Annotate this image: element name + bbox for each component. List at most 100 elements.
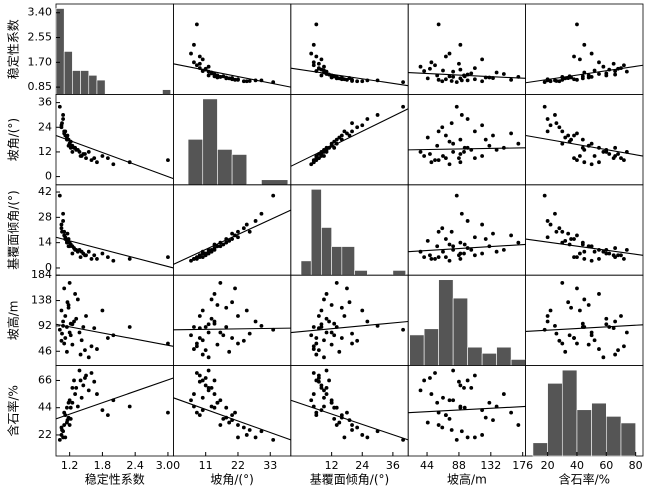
scatter-point xyxy=(465,117,470,121)
scatter-point xyxy=(487,143,492,148)
scatter-point xyxy=(194,22,199,27)
scatter-point xyxy=(311,392,316,396)
scatter-point xyxy=(435,244,440,249)
y-tick-label: 12 xyxy=(38,145,52,158)
scatter-point xyxy=(63,314,68,318)
scatter-point xyxy=(311,42,316,47)
scatter-point xyxy=(462,251,466,256)
scatter-point xyxy=(60,121,64,126)
scatter-point xyxy=(78,255,83,260)
scatter-point xyxy=(575,158,579,163)
scatter-point xyxy=(611,253,616,258)
scatter-point xyxy=(401,327,405,332)
histogram-bar xyxy=(341,246,355,276)
fit-line xyxy=(408,147,526,151)
scatter-point xyxy=(447,258,452,263)
scatter-point xyxy=(440,79,445,84)
scatter-point xyxy=(253,219,258,223)
scatter-point xyxy=(244,433,249,437)
scatter-point xyxy=(459,113,464,117)
scatter-point xyxy=(347,300,352,305)
scatter-point xyxy=(433,63,437,68)
scatter-point xyxy=(469,247,474,252)
scatter-point xyxy=(422,69,427,73)
scatter-point xyxy=(236,229,240,234)
scatter-point xyxy=(454,193,459,198)
scatter-point xyxy=(429,392,434,396)
scatter-point xyxy=(548,308,553,313)
scatter-point xyxy=(575,255,579,260)
scatter-point xyxy=(622,257,626,261)
scatter-point xyxy=(194,410,199,415)
scatter-point xyxy=(197,314,202,318)
scatter-point xyxy=(314,22,319,27)
scatter-point xyxy=(516,240,521,245)
x-tick-label: 36 xyxy=(386,459,400,472)
scatter-point xyxy=(92,156,97,160)
scatter-point xyxy=(309,51,314,56)
scatter-point xyxy=(66,305,71,310)
scatter-point xyxy=(197,373,202,378)
scatter-point xyxy=(443,133,448,138)
scatter-point xyxy=(324,385,329,390)
histogram-bar xyxy=(496,346,512,366)
panel-frame xyxy=(55,94,174,186)
scatter-point xyxy=(572,237,576,241)
scatter-point xyxy=(465,78,470,83)
scatter-point xyxy=(339,336,344,340)
scatter-point xyxy=(70,251,75,256)
scatter-point xyxy=(59,125,64,130)
histogram-bar xyxy=(561,369,578,457)
scatter-point xyxy=(619,156,623,160)
scatter-point xyxy=(86,249,91,254)
scatter-point xyxy=(589,258,594,263)
scatter-point xyxy=(480,123,485,128)
scatter-point xyxy=(73,392,78,396)
scatter-point xyxy=(78,352,83,357)
fit-line xyxy=(525,324,644,332)
scatter-point xyxy=(236,77,240,82)
scatter-point xyxy=(332,333,337,338)
scatter-point xyxy=(67,141,72,146)
y-axis-title: 含石率/% xyxy=(6,385,21,436)
scatter-point xyxy=(68,405,73,410)
scatter-point xyxy=(589,141,594,146)
x-tick-label: 12 xyxy=(325,459,339,472)
scatter-point xyxy=(218,398,223,403)
scatter-point xyxy=(236,435,240,440)
scatter-point xyxy=(334,423,339,427)
scatter-point xyxy=(194,344,199,349)
scatter-point xyxy=(451,398,456,403)
scatter-point xyxy=(441,395,445,400)
x-axis-title: 基覆面倾角/(°) xyxy=(310,473,389,487)
scatter-point xyxy=(458,383,463,388)
scatter-point xyxy=(329,400,334,405)
scatter-point xyxy=(322,297,326,302)
scatter-point xyxy=(311,325,316,329)
y-tick-label: 92 xyxy=(38,319,52,332)
scatter-point xyxy=(491,418,495,422)
histogram-bar xyxy=(392,270,406,276)
y-tick-label: 3.40 xyxy=(28,6,53,19)
scatter-point xyxy=(597,292,601,296)
scatter-point xyxy=(57,104,62,109)
scatter-point xyxy=(72,378,76,383)
scatter-point xyxy=(194,255,199,260)
scatter-point xyxy=(554,79,559,83)
scatter-point xyxy=(224,405,229,410)
histogram-bar xyxy=(423,328,439,366)
scatter-point xyxy=(271,438,276,442)
fit-line xyxy=(55,236,174,269)
scatter-point xyxy=(166,341,170,346)
scatter-point xyxy=(206,322,211,327)
scatter-point xyxy=(509,233,514,238)
y-tick-label: 0 xyxy=(45,261,52,274)
scatter-point xyxy=(542,80,547,85)
scatter-point xyxy=(322,68,326,73)
scatter-point xyxy=(218,244,223,249)
scatter-point xyxy=(200,308,205,313)
scatter-point xyxy=(347,133,352,138)
scatter-point xyxy=(601,249,606,254)
scatter-point xyxy=(451,75,456,79)
scatter-point xyxy=(613,72,618,77)
